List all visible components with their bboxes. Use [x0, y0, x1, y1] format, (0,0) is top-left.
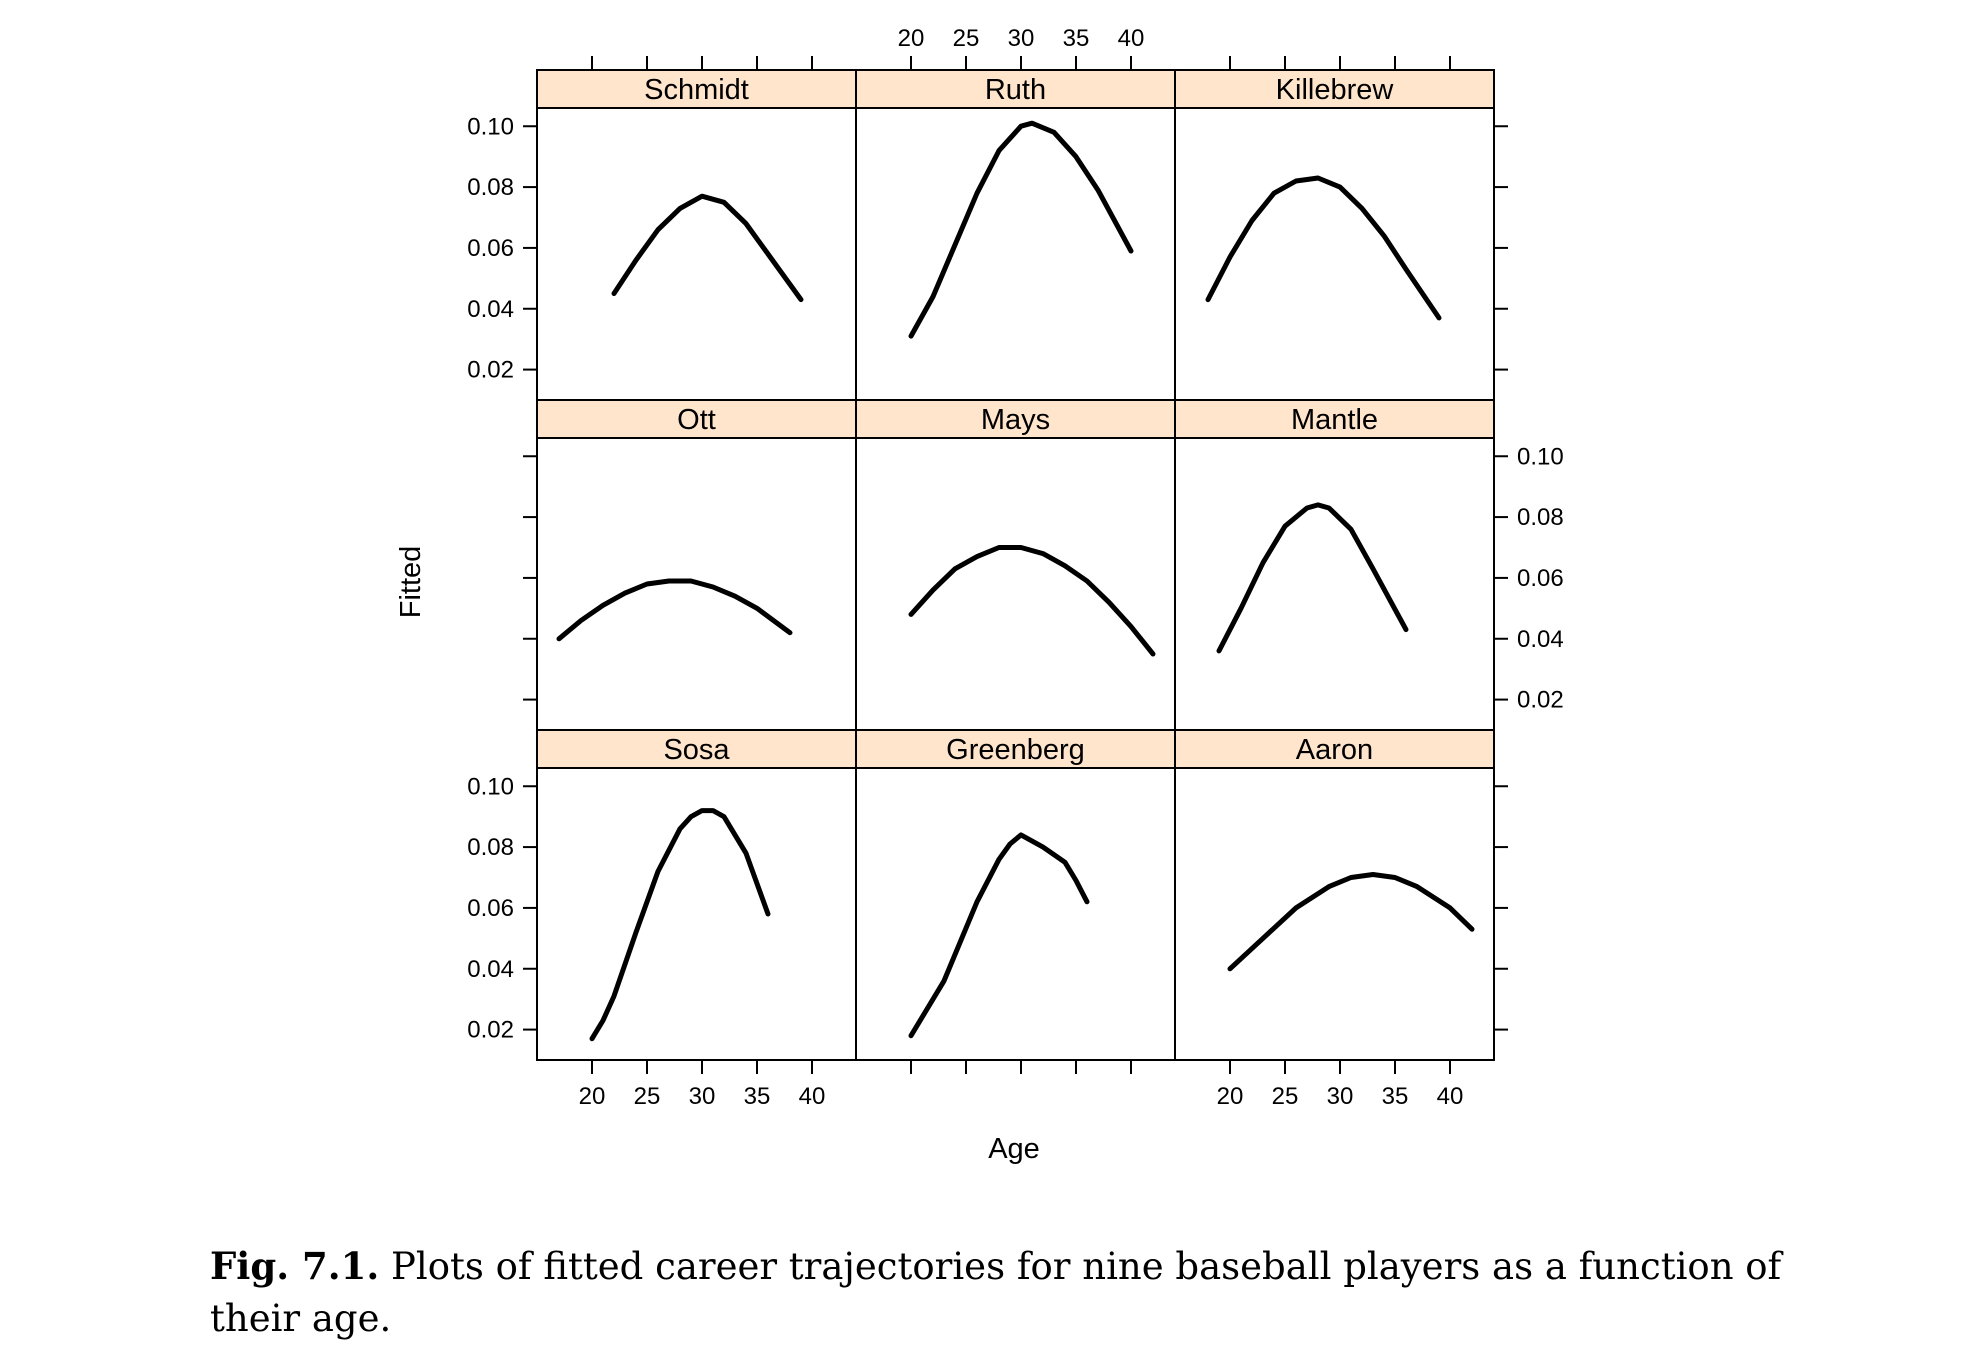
- strip-label-aaron: Aaron: [1296, 734, 1373, 766]
- x-tick-label: 20: [898, 25, 925, 52]
- panel-aaron: Aaron: [1174, 729, 1495, 1061]
- series-line-sosa: [589, 808, 771, 1042]
- x-tick-label: 30: [1327, 1083, 1354, 1110]
- strip-label-greenberg: Greenberg: [946, 734, 1085, 766]
- y-tick-label: 0.02: [1517, 687, 1564, 714]
- series-line-greenberg: [908, 832, 1090, 1039]
- y-tick-label: 0.08: [1517, 504, 1564, 531]
- x-tick-label: 40: [799, 1083, 826, 1110]
- strip-label-mantle: Mantle: [1291, 404, 1378, 436]
- x-axis-title: Age: [988, 1133, 1040, 1165]
- series-line-mantle: [1216, 502, 1409, 654]
- y-tick-label: 0.06: [1517, 565, 1564, 592]
- strip-label-mays: Mays: [981, 404, 1050, 436]
- series-line-ott: [556, 578, 793, 642]
- y-axis-title: Fitted: [395, 546, 427, 619]
- panel-ott: Ott: [536, 399, 857, 731]
- x-tick-label: 40: [1437, 1083, 1464, 1110]
- strip-sosa: [536, 729, 857, 769]
- plot-area-mantle: [1174, 437, 1495, 731]
- figure-caption: Fig. 7.1. Plots of fitted career traject…: [210, 1240, 1810, 1345]
- series-line-schmidt: [611, 193, 804, 303]
- x-tick-label: 20: [579, 1083, 606, 1110]
- caption-text: Plots of fitted career trajectories for …: [210, 1245, 1782, 1340]
- series-line-killebrew: [1205, 175, 1442, 321]
- strip-label-ruth: Ruth: [985, 74, 1046, 106]
- x-tick-label: 25: [953, 25, 980, 52]
- strip-aaron: [1174, 729, 1495, 769]
- y-tick-label: 0.08: [467, 834, 514, 861]
- y-tick-label: 0.10: [467, 113, 514, 140]
- plot-area-greenberg: [855, 767, 1176, 1061]
- y-tick-label: 0.10: [1517, 443, 1564, 470]
- panel-ruth: Ruth: [855, 69, 1176, 401]
- y-tick-label: 0.08: [467, 174, 514, 201]
- plot-area-killebrew: [1174, 107, 1495, 401]
- panel-killebrew: Killebrew: [1174, 69, 1495, 401]
- plot-layer: Schmidt Ruth Killebrew Ott Mays Mantle Sosa Gre…: [467, 25, 1563, 1110]
- y-tick-label: 0.02: [467, 1017, 514, 1044]
- plot-area-ruth: [855, 107, 1176, 401]
- y-tick-label: 0.06: [467, 235, 514, 262]
- panel-sosa: Sosa: [536, 729, 857, 1061]
- strip-label-schmidt: Schmidt: [644, 74, 749, 106]
- x-tick-label: 40: [1118, 25, 1145, 52]
- y-tick-label: 0.10: [467, 773, 514, 800]
- plot-area-aaron: [1174, 767, 1495, 1061]
- series-line-mays: [908, 545, 1156, 657]
- panel-mantle: Mantle: [1174, 399, 1495, 731]
- x-tick-label: 30: [1008, 25, 1035, 52]
- strip-label-ott: Ott: [677, 404, 716, 436]
- y-tick-label: 0.02: [467, 357, 514, 384]
- x-tick-label: 20: [1217, 1083, 1244, 1110]
- panel-mays: Mays: [855, 399, 1176, 731]
- strip-label-killebrew: Killebrew: [1276, 74, 1395, 106]
- strip-mantle: [1174, 399, 1495, 439]
- x-tick-label: 35: [744, 1083, 771, 1110]
- x-tick-label: 30: [689, 1083, 716, 1110]
- x-tick-label: 35: [1382, 1083, 1409, 1110]
- caption-label: Fig. 7.1.: [210, 1244, 380, 1288]
- trellis-figure: Fitted Age Schmidt Ruth Killebrew Ott Mays Ma…: [395, 25, 1564, 1165]
- panel-greenberg: Greenberg: [855, 729, 1176, 1061]
- series-line-aaron: [1227, 872, 1475, 972]
- y-tick-label: 0.04: [1517, 626, 1564, 653]
- x-tick-label: 25: [634, 1083, 661, 1110]
- plot-area-mays: [855, 437, 1176, 731]
- y-tick-label: 0.06: [467, 895, 514, 922]
- y-tick-label: 0.04: [467, 956, 514, 983]
- x-tick-label: 35: [1063, 25, 1090, 52]
- strip-ruth: [855, 69, 1176, 109]
- series-line-ruth: [908, 120, 1134, 339]
- y-tick-label: 0.04: [467, 296, 514, 323]
- x-tick-label: 25: [1272, 1083, 1299, 1110]
- panel-schmidt: Schmidt: [536, 69, 857, 401]
- strip-label-sosa: Sosa: [663, 734, 730, 766]
- strip-schmidt: [536, 69, 857, 109]
- plot-area-schmidt: [536, 107, 857, 401]
